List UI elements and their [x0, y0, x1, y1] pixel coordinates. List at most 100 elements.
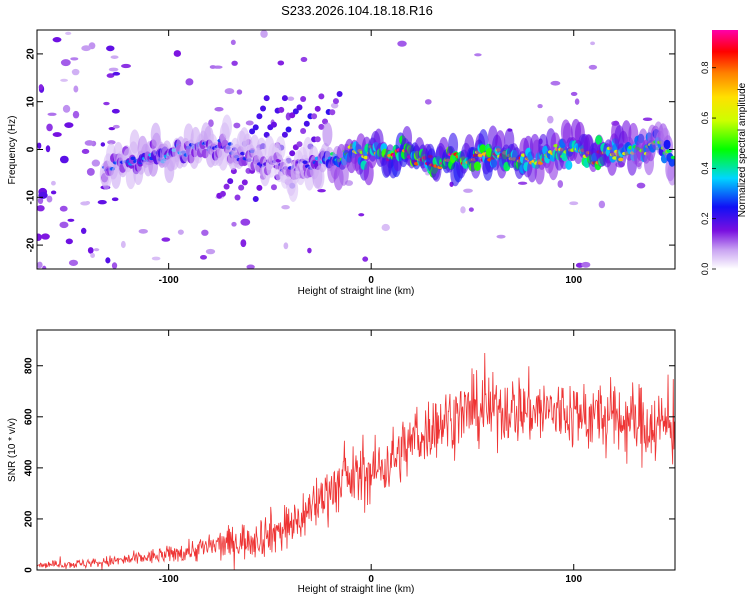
heatmap-noise-blob [557, 180, 564, 188]
heatmap-noise-blob [642, 117, 653, 121]
heatmap-noise-blob [233, 122, 241, 129]
heatmap-noise-blob [397, 40, 407, 47]
heatmap-noise-blob [300, 56, 308, 63]
heatmap-striation-blob [329, 109, 336, 116]
heatmap-striation-blob [296, 141, 303, 148]
heatmap-striation-blob [332, 98, 339, 105]
heatmap-noise-blob [381, 223, 390, 232]
heatmap-noise-blob [236, 89, 243, 95]
heatmap-ridge-blob [473, 161, 481, 171]
heatmap-noise-blob [37, 197, 44, 205]
heatmap-ridge-blob [221, 114, 232, 139]
heatmap-noise-blob [90, 252, 95, 259]
heatmap-noise-blob [111, 108, 120, 114]
heatmap-noise-blob [59, 155, 69, 164]
heatmap-striation-blob [314, 136, 321, 143]
heatmap-noise-blob [65, 238, 73, 245]
heatmap-ridge-blob [667, 161, 675, 186]
heatmap-noise-blob [474, 53, 482, 57]
heatmap-noise-blob [87, 247, 94, 254]
heatmap-ridge-blob [288, 177, 299, 202]
heatmap-noise-blob [81, 45, 91, 52]
heatmap-striation-blob [270, 121, 277, 128]
snr-series-line [37, 353, 675, 570]
snr-x-tick-label: -100 [159, 574, 179, 585]
heatmap-noise-blob [598, 200, 606, 209]
colorbar-tick-label: 0.0 [700, 263, 710, 276]
heatmap-noise-blob [307, 247, 312, 254]
heatmap-noise-blob [185, 78, 194, 86]
heatmap-striation-blob [270, 184, 277, 191]
spectrogram-y-tick-label: -20 [26, 237, 37, 252]
heatmap-striation-blob [336, 90, 343, 97]
heatmap-noise-blob [37, 261, 43, 269]
heatmap-noise-blob [68, 259, 79, 266]
heatmap-noise-blob [47, 112, 57, 116]
heatmap-noise-blob [287, 96, 295, 101]
heatmap-noise-blob [151, 256, 161, 261]
snr-y-tick-label: 800 [24, 357, 35, 374]
heatmap-noise-blob [330, 102, 339, 109]
heatmap-noise-blob [240, 218, 251, 226]
heatmap-ridge-blob [448, 132, 459, 157]
heatmap-noise-blob [46, 123, 53, 132]
heatmap-noise-blob [496, 234, 506, 239]
heatmap-ridge-blob [129, 129, 140, 154]
heatmap-striation-blob [300, 95, 307, 102]
colorbar-gradient [712, 30, 738, 269]
heatmap-ridge-blob [666, 149, 672, 153]
spectrogram-x-tick-label: 100 [565, 275, 582, 286]
heatmap-noise-blob [358, 213, 365, 217]
heatmap-noise-blob [91, 159, 100, 167]
heatmap-striation-blob [314, 105, 321, 112]
heatmap-noise-blob [38, 191, 48, 199]
heatmap-noise-blob [537, 104, 543, 109]
heatmap-noise-blob [547, 115, 554, 124]
heatmap-noise-blob [230, 39, 236, 45]
heatmap-striation-blob [241, 179, 248, 186]
heatmap-noise-blob [62, 104, 71, 113]
colorbar: 0.0 0.2 0.4 0.6 0.8 Normalized spectral ampl… [700, 30, 748, 275]
chart-title: S233.2026.104.18.18.R16 [281, 3, 433, 18]
snr-panel: -100 0 100 0 200 400 600 800 Height of straight… [7, 329, 676, 595]
heatmap-noise-blob [97, 200, 107, 205]
heatmap-noise-blob [161, 237, 171, 242]
heatmap-striation-blob [227, 178, 234, 185]
heatmap-noise-blob [260, 30, 268, 38]
heatmap-noise-blob [80, 201, 90, 206]
heatmap-noise-blob [45, 145, 51, 153]
heatmap-noise-blob [107, 140, 116, 145]
heatmap-noise-blob [590, 41, 596, 46]
heatmap-noise-blob [81, 148, 90, 154]
snr-y-tick-label: 200 [24, 510, 35, 527]
heatmap-striation-blob [285, 126, 292, 133]
heatmap-noise-blob [51, 180, 56, 186]
heatmap-striation-blob [311, 113, 318, 120]
heatmap-noise-blob [588, 64, 598, 70]
heatmap-noise-blob [112, 71, 121, 76]
heatmap-striation-blob [238, 184, 245, 191]
spectrogram-x-tick-label: 0 [368, 275, 374, 286]
heatmap-ridge-blob [595, 135, 603, 145]
heatmap-noise-blob [93, 248, 100, 252]
heatmap-striation-blob [249, 128, 256, 135]
heatmap-noise-blob [50, 190, 57, 195]
heatmap-noise-blob [37, 233, 42, 241]
heatmap-ridge-blob [130, 156, 136, 161]
snr-y-tick-label: 0 [24, 567, 35, 573]
heatmap-ridge-blob [256, 137, 267, 162]
heatmap-noise-blob [105, 257, 111, 264]
heatmap-striation-blob [318, 123, 325, 130]
heatmap-striation-blob [256, 113, 263, 120]
heatmap-striation-blob [278, 106, 285, 113]
heatmap-noise-blob [569, 201, 579, 206]
heatmap-noise-blob [37, 142, 42, 149]
heatmap-noise-blob [205, 248, 216, 255]
heatmap-noise-blob [460, 206, 466, 214]
heatmap-noise-blob [100, 142, 106, 147]
heatmap-striation-blob [223, 183, 230, 190]
heatmap-noise-blob [64, 122, 74, 129]
heatmap-striation-blob [252, 196, 259, 203]
heatmap-noise-blob [121, 63, 131, 69]
